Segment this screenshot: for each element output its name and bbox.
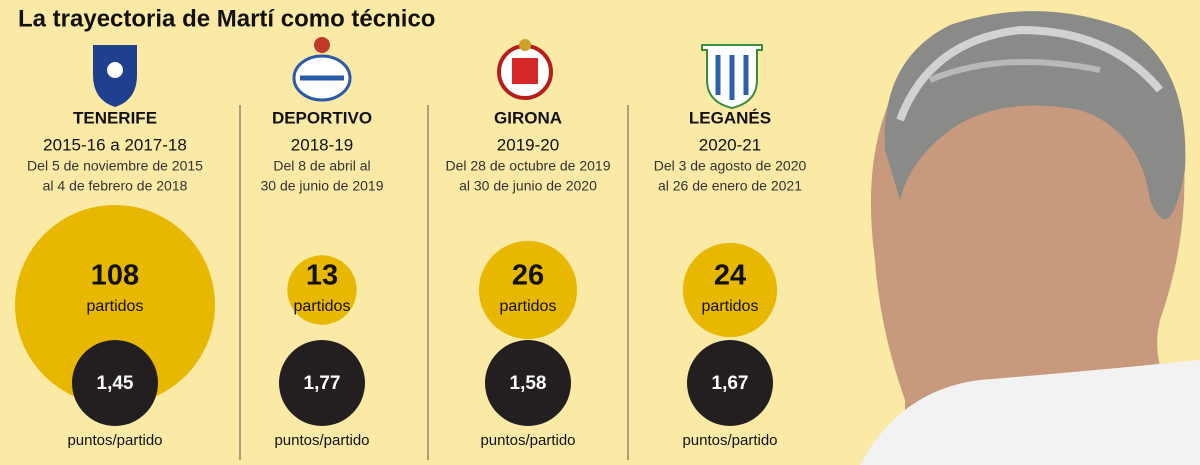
logo-leganes (701, 44, 763, 110)
points-value: 1,45 (97, 373, 134, 394)
points-bubble (485, 340, 571, 426)
matches-bubble (287, 255, 357, 325)
matches-value: 13 (306, 260, 338, 292)
matches-value: 24 (714, 260, 746, 292)
team-name: DEPORTIVO (272, 108, 372, 127)
title: La trayectoria de Martí como técnico (18, 5, 435, 32)
points-bubble (279, 340, 365, 426)
matches-bubble (15, 205, 215, 405)
points-bubble (687, 340, 773, 426)
dates: al 30 de junio de 2020 (459, 178, 597, 194)
team-name: GIRONA (494, 108, 562, 127)
dates: Del 8 de abril al (273, 158, 370, 174)
matches-value: 26 (512, 260, 544, 292)
dates: 30 de junio de 2019 (261, 178, 384, 194)
season: 2019-20 (497, 135, 559, 154)
dates: al 4 de febrero de 2018 (43, 178, 188, 194)
logo-girona (497, 39, 553, 100)
logo-tenerife (93, 45, 137, 107)
team-name: LEGANÉS (689, 108, 771, 127)
points-value: 1,77 (304, 373, 341, 394)
matches-bubble (682, 242, 778, 338)
points-label: puntos/partido (274, 432, 369, 449)
points-value: 1,58 (510, 373, 547, 394)
dates: al 26 de enero de 2021 (658, 178, 802, 194)
dates: Del 5 de noviembre de 2015 (27, 158, 203, 174)
portrait (860, 11, 1200, 465)
matches-label: partidos (87, 298, 144, 315)
matches-label: partidos (702, 298, 759, 315)
matches-value: 108 (91, 260, 139, 292)
season: 2015-16 a 2017-18 (43, 135, 187, 154)
season: 2018-19 (291, 135, 353, 154)
points-value: 1,67 (712, 373, 749, 394)
points-bubble (72, 340, 158, 426)
team-name: TENERIFE (73, 108, 157, 127)
season: 2020-21 (699, 135, 761, 154)
logo-deportivo (292, 37, 352, 102)
dates: Del 28 de octubre de 2019 (445, 158, 610, 174)
matches-label: partidos (294, 298, 351, 315)
matches-label: partidos (500, 298, 557, 315)
dates: Del 3 de agosto de 2020 (654, 158, 807, 174)
points-label: puntos/partido (682, 432, 777, 449)
points-label: puntos/partido (480, 432, 575, 449)
matches-bubble (478, 240, 578, 340)
points-label: puntos/partido (67, 432, 162, 449)
